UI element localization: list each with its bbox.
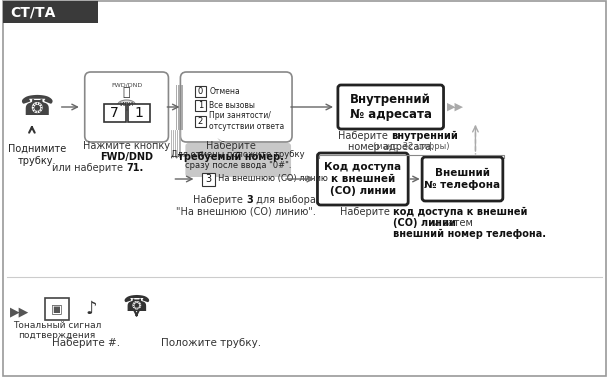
FancyBboxPatch shape: [104, 104, 126, 122]
Text: На внешнюю (СО) линию: На внешнюю (СО) линию: [219, 175, 328, 184]
FancyBboxPatch shape: [3, 1, 606, 376]
FancyBboxPatch shape: [185, 143, 291, 177]
Text: Нажмите кнопку: Нажмите кнопку: [83, 141, 170, 151]
Ellipse shape: [118, 100, 135, 110]
Text: 7: 7: [110, 106, 119, 120]
Text: СТ/ТА: СТ/ТА: [10, 5, 55, 19]
Text: код доступа к внешней: код доступа к внешней: [393, 207, 527, 217]
Text: ▶▶: ▶▶: [10, 305, 30, 319]
Text: требуемый номер.: требуемый номер.: [178, 152, 284, 162]
FancyBboxPatch shape: [317, 153, 408, 205]
Text: Наберите: Наберите: [337, 131, 391, 141]
Text: или наберите: или наберите: [52, 163, 127, 173]
Text: 1: 1: [198, 101, 203, 109]
Text: При занятости/
отсутствии ответа: При занятости/ отсутствии ответа: [209, 111, 285, 131]
Text: 3: 3: [205, 174, 211, 184]
Text: 71.: 71.: [127, 163, 144, 173]
Text: ☎: ☎: [19, 93, 54, 121]
Text: Отмена: Отмена: [209, 86, 240, 95]
Text: ⏻: ⏻: [123, 86, 131, 100]
Text: Поднимите
трубку.: Поднимите трубку.: [8, 144, 66, 166]
Text: номер адресата.: номер адресата.: [348, 142, 434, 152]
FancyBboxPatch shape: [3, 1, 98, 23]
Text: внутренний: внутренний: [391, 131, 458, 141]
Text: FWD/DND: FWD/DND: [100, 152, 153, 162]
Text: 1: 1: [134, 106, 143, 120]
Text: 2: 2: [198, 116, 203, 126]
Text: ☎: ☎: [123, 295, 151, 315]
Text: ▶▶: ▶▶: [447, 102, 464, 112]
FancyBboxPatch shape: [195, 115, 206, 127]
FancyBboxPatch shape: [45, 298, 69, 320]
Text: Все вызовы: Все вызовы: [209, 101, 255, 109]
FancyBboxPatch shape: [195, 86, 206, 97]
FancyBboxPatch shape: [202, 173, 215, 185]
Text: ▣: ▣: [51, 302, 63, 316]
FancyBboxPatch shape: [338, 85, 444, 129]
Text: FWD/DND: FWD/DND: [111, 83, 142, 87]
Text: Положите трубку.: Положите трубку.: [161, 338, 262, 348]
Text: Для отмены положите трубку
сразу после ввода "0#".: Для отмены положите трубку сразу после в…: [171, 150, 305, 170]
Text: Внутренний
№ адресата: Внутренний № адресата: [350, 93, 432, 121]
FancyBboxPatch shape: [195, 100, 206, 110]
FancyBboxPatch shape: [127, 104, 149, 122]
Text: Наберите: Наберите: [340, 207, 393, 217]
Text: Тональный сигнал
подтверждения: Тональный сигнал подтверждения: [13, 321, 101, 340]
Text: внешний номер телефона.: внешний номер телефона.: [393, 229, 546, 239]
Text: для выбора: для выбора: [253, 195, 316, 205]
Text: Код доступа
к внешней
(СО) линии: Код доступа к внешней (СО) линии: [324, 162, 401, 196]
Text: ИЛИ: ИЛИ: [120, 103, 134, 107]
Text: 3: 3: [246, 195, 253, 205]
Text: и затем: и затем: [433, 218, 472, 228]
Polygon shape: [217, 138, 227, 146]
Text: Наберите: Наберите: [193, 195, 246, 205]
Text: 0: 0: [198, 86, 203, 95]
Text: "На внешнюю (СО) линию".: "На внешнюю (СО) линию".: [176, 206, 316, 216]
Text: Внешний
№ телефона: Внешний № телефона: [424, 168, 501, 190]
FancyBboxPatch shape: [180, 72, 292, 142]
Text: Наберите #.: Наберите #.: [52, 338, 120, 348]
FancyBboxPatch shape: [422, 157, 503, 201]
Text: ♪: ♪: [86, 300, 98, 318]
Text: (макс. 32 цифры): (макс. 32 цифры): [373, 142, 450, 151]
Text: (СО) линии: (СО) линии: [393, 218, 456, 228]
FancyBboxPatch shape: [85, 72, 169, 142]
Text: Наберите: Наберите: [206, 141, 256, 151]
